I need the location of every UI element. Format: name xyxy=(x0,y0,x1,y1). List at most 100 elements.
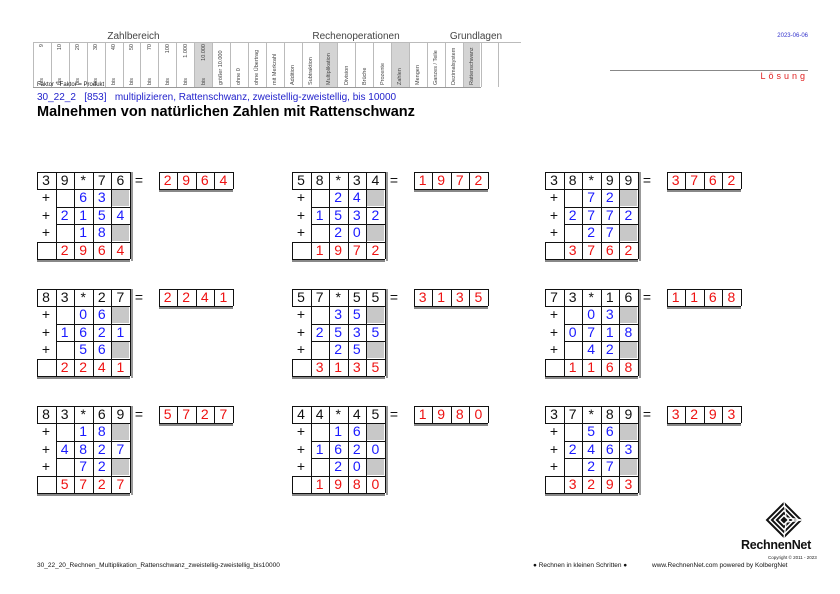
partial-digit-input[interactable]: 2 xyxy=(352,440,361,457)
partial-digit-input[interactable]: 7 xyxy=(79,458,88,475)
partial-digit-input[interactable]: 7 xyxy=(587,206,596,223)
result-digit-input[interactable]: 8 xyxy=(727,289,736,305)
sum-digit-input[interactable]: 1 xyxy=(568,358,577,375)
sum-digit-input[interactable]: 9 xyxy=(334,241,343,258)
result-digit-input[interactable]: 8 xyxy=(455,406,464,422)
partial-digit-input[interactable]: 2 xyxy=(624,206,633,223)
partial-digit-input[interactable]: 5 xyxy=(352,341,361,358)
result-digit-input[interactable]: 9 xyxy=(437,406,446,422)
sum-digit-input[interactable]: 1 xyxy=(587,358,596,375)
sum-digit-input[interactable]: 1 xyxy=(315,475,324,492)
partial-digit-input[interactable]: 2 xyxy=(97,440,106,457)
result-digit-input[interactable]: 4 xyxy=(200,289,209,305)
result-digit-input[interactable]: 6 xyxy=(200,172,209,188)
sum-digit-input[interactable]: 7 xyxy=(587,241,596,258)
partial-digit-input[interactable]: 5 xyxy=(334,323,343,340)
partial-digit-input[interactable]: 6 xyxy=(97,306,106,323)
partial-digit-input[interactable]: 0 xyxy=(568,323,577,340)
partial-digit-input[interactable]: 4 xyxy=(587,341,596,358)
partial-digit-input[interactable]: 1 xyxy=(79,423,88,440)
partial-digit-input[interactable]: 2 xyxy=(334,189,343,206)
result-digit-input[interactable]: 1 xyxy=(690,289,699,305)
sum-digit-input[interactable]: 8 xyxy=(624,358,633,375)
partial-digit-input[interactable]: 3 xyxy=(605,306,614,323)
sum-digit-input[interactable]: 6 xyxy=(605,241,614,258)
partial-digit-input[interactable]: 8 xyxy=(97,423,106,440)
result-digit-input[interactable]: 2 xyxy=(727,172,736,188)
partial-digit-input[interactable]: 6 xyxy=(605,440,614,457)
partial-digit-input[interactable]: 8 xyxy=(79,440,88,457)
partial-digit-input[interactable]: 8 xyxy=(624,323,633,340)
partial-digit-input[interactable]: 2 xyxy=(97,323,106,340)
sum-digit-input[interactable]: 3 xyxy=(568,475,577,492)
result-digit-input[interactable]: 3 xyxy=(671,172,680,188)
partial-digit-input[interactable]: 8 xyxy=(97,224,106,241)
sum-digit-input[interactable]: 2 xyxy=(624,241,633,258)
sum-digit-input[interactable]: 2 xyxy=(371,241,380,258)
result-digit-input[interactable]: 3 xyxy=(418,289,427,305)
partial-digit-input[interactable]: 0 xyxy=(352,224,361,241)
sum-digit-input[interactable]: 0 xyxy=(371,475,380,492)
sum-digit-input[interactable]: 6 xyxy=(605,358,614,375)
partial-digit-input[interactable]: 2 xyxy=(334,341,343,358)
partial-digit-input[interactable]: 3 xyxy=(334,306,343,323)
result-digit-input[interactable]: 9 xyxy=(708,406,717,422)
partial-digit-input[interactable]: 7 xyxy=(605,224,614,241)
result-digit-input[interactable]: 7 xyxy=(182,406,191,422)
partial-digit-input[interactable]: 2 xyxy=(605,341,614,358)
sum-digit-input[interactable]: 9 xyxy=(605,475,614,492)
result-digit-input[interactable]: 1 xyxy=(418,406,427,422)
partial-digit-input[interactable]: 3 xyxy=(352,206,361,223)
partial-digit-input[interactable]: 5 xyxy=(97,206,106,223)
sum-digit-input[interactable]: 5 xyxy=(60,475,69,492)
result-digit-input[interactable]: 7 xyxy=(455,172,464,188)
sum-digit-input[interactable]: 5 xyxy=(371,358,380,375)
partial-digit-input[interactable]: 7 xyxy=(587,323,596,340)
result-digit-input[interactable]: 2 xyxy=(182,289,191,305)
result-digit-input[interactable]: 0 xyxy=(474,406,483,422)
sum-digit-input[interactable]: 7 xyxy=(79,475,88,492)
sum-digit-input[interactable]: 1 xyxy=(334,358,343,375)
result-digit-input[interactable]: 6 xyxy=(708,172,717,188)
sum-digit-input[interactable]: 7 xyxy=(116,475,125,492)
partial-digit-input[interactable]: 5 xyxy=(79,341,88,358)
partial-digit-input[interactable]: 2 xyxy=(568,440,577,457)
result-digit-input[interactable]: 9 xyxy=(437,172,446,188)
partial-digit-input[interactable]: 6 xyxy=(79,323,88,340)
result-digit-input[interactable]: 4 xyxy=(219,172,228,188)
partial-digit-input[interactable]: 2 xyxy=(568,206,577,223)
sum-digit-input[interactable]: 3 xyxy=(624,475,633,492)
partial-digit-input[interactable]: 7 xyxy=(587,189,596,206)
sum-digit-input[interactable]: 2 xyxy=(587,475,596,492)
partial-digit-input[interactable]: 2 xyxy=(587,224,596,241)
result-digit-input[interactable]: 3 xyxy=(671,406,680,422)
sum-digit-input[interactable]: 2 xyxy=(60,241,69,258)
partial-digit-input[interactable]: 6 xyxy=(97,341,106,358)
result-digit-input[interactable]: 7 xyxy=(690,172,699,188)
result-digit-input[interactable]: 5 xyxy=(163,406,172,422)
result-digit-input[interactable]: 7 xyxy=(219,406,228,422)
sum-digit-input[interactable]: 2 xyxy=(97,475,106,492)
partial-digit-input[interactable]: 0 xyxy=(587,306,596,323)
result-digit-input[interactable]: 1 xyxy=(671,289,680,305)
partial-digit-input[interactable]: 1 xyxy=(315,206,324,223)
partial-digit-input[interactable]: 1 xyxy=(79,224,88,241)
partial-digit-input[interactable]: 0 xyxy=(371,440,380,457)
partial-digit-input[interactable]: 7 xyxy=(605,458,614,475)
partial-digit-input[interactable]: 2 xyxy=(587,458,596,475)
partial-digit-input[interactable]: 2 xyxy=(334,458,343,475)
sum-digit-input[interactable]: 1 xyxy=(116,358,125,375)
result-digit-input[interactable]: 2 xyxy=(163,289,172,305)
sum-digit-input[interactable]: 6 xyxy=(97,241,106,258)
result-digit-input[interactable]: 2 xyxy=(200,406,209,422)
partial-digit-input[interactable]: 7 xyxy=(116,440,125,457)
partial-digit-input[interactable]: 5 xyxy=(587,423,596,440)
result-digit-input[interactable]: 6 xyxy=(708,289,717,305)
result-digit-input[interactable]: 1 xyxy=(418,172,427,188)
partial-digit-input[interactable]: 4 xyxy=(587,440,596,457)
partial-digit-input[interactable]: 5 xyxy=(334,206,343,223)
partial-digit-input[interactable]: 1 xyxy=(605,323,614,340)
result-digit-input[interactable]: 1 xyxy=(219,289,228,305)
result-digit-input[interactable]: 2 xyxy=(163,172,172,188)
result-digit-input[interactable]: 2 xyxy=(690,406,699,422)
